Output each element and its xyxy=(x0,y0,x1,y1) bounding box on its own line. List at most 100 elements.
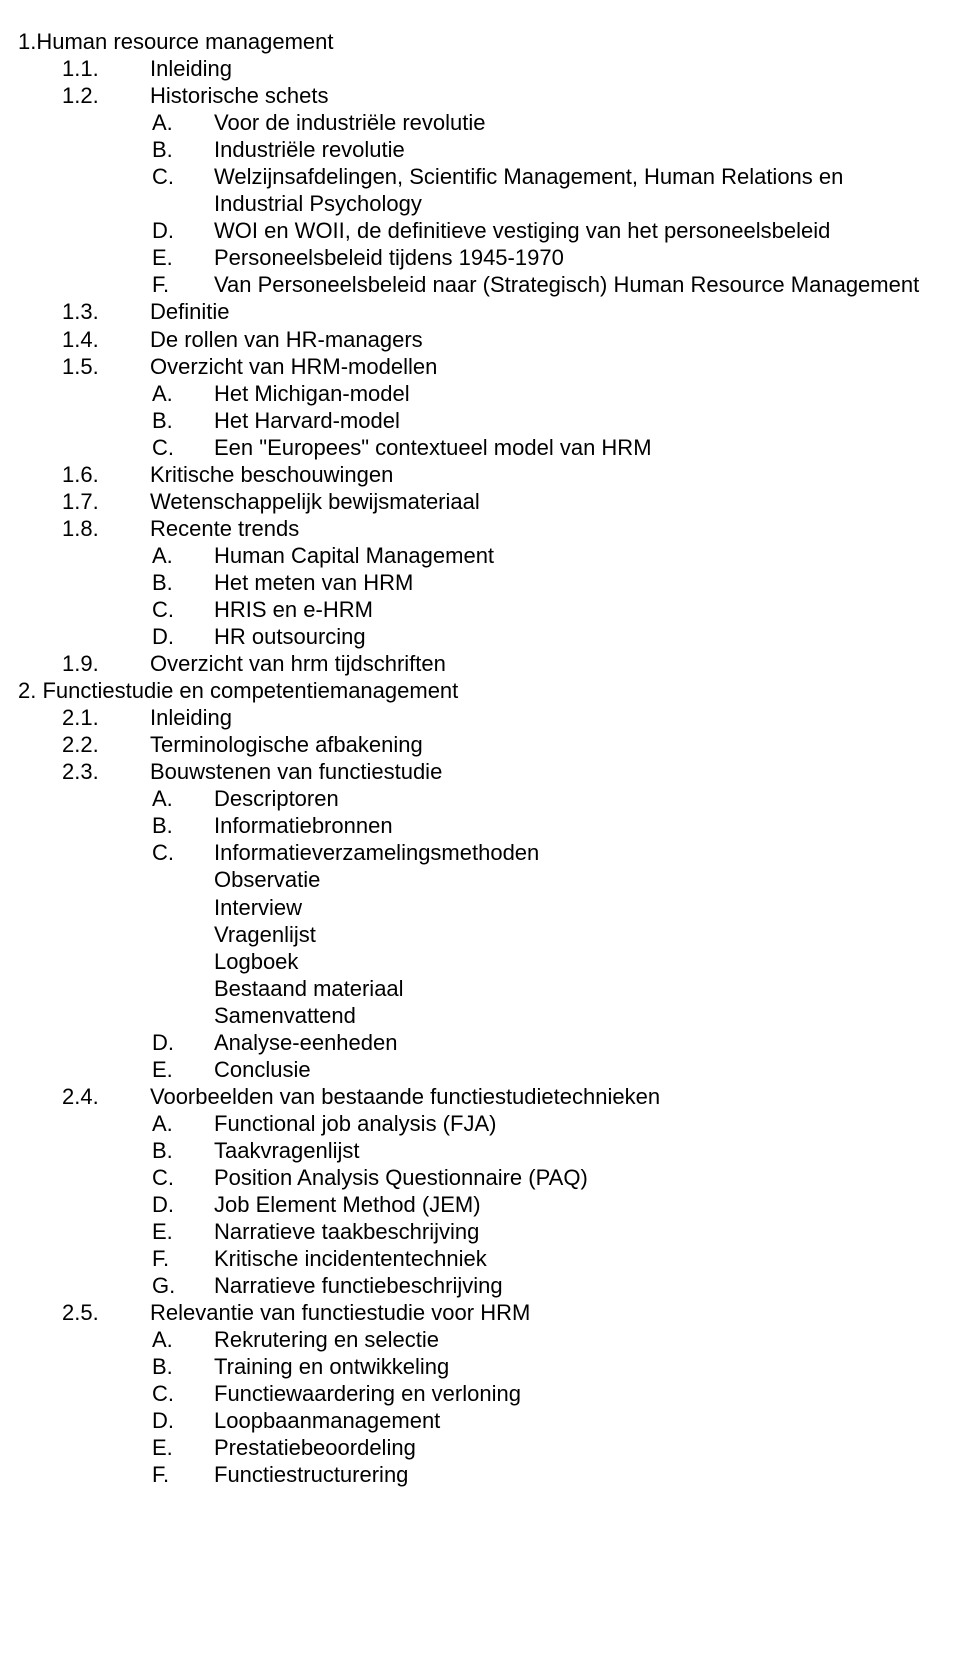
line-text: Bestaand materiaal xyxy=(214,976,404,1001)
line-text: Functiestudie en competentiemanagement xyxy=(42,678,458,703)
outline-line: A.Human Capital Management xyxy=(0,542,960,569)
line-text: Rekrutering en selectie xyxy=(214,1327,439,1352)
outline-line: D.Loopbaanmanagement xyxy=(0,1407,960,1434)
line-text: Informatieverzamelingsmethoden xyxy=(214,840,539,865)
outline-line: F.Functiestructurering xyxy=(0,1461,960,1488)
outline-line: B.Het Harvard-model xyxy=(0,407,960,434)
line-text: Personeelsbeleid tijdens 1945-1970 xyxy=(214,245,564,270)
line-text: Industrial Psychology xyxy=(214,191,422,216)
outline-line: D.Analyse-eenheden xyxy=(0,1029,960,1056)
line-label: B. xyxy=(152,407,214,434)
line-text: Narratieve functiebeschrijving xyxy=(214,1273,503,1298)
line-label: C. xyxy=(152,434,214,461)
line-label: 2.4. xyxy=(62,1083,150,1110)
line-label: E. xyxy=(152,1056,214,1083)
line-text: Terminologische afbakening xyxy=(150,732,423,757)
line-label: A. xyxy=(152,542,214,569)
line-text: Position Analysis Questionnaire (PAQ) xyxy=(214,1165,588,1190)
line-label: E. xyxy=(152,1218,214,1245)
line-text: Historische schets xyxy=(150,83,329,108)
line-label: 1.2. xyxy=(62,82,150,109)
line-label: B. xyxy=(152,136,214,163)
line-text: Descriptoren xyxy=(214,786,339,811)
outline-line: C.Een "Europees" contextueel model van H… xyxy=(0,434,960,461)
outline-document: 1.Human resource management1.1.Inleiding… xyxy=(0,28,960,1489)
line-label: 1.3. xyxy=(62,298,150,325)
line-text: Job Element Method (JEM) xyxy=(214,1192,481,1217)
outline-line: 1.7.Wetenschappelijk bewijsmateriaal xyxy=(0,488,960,515)
line-text: Functiestructurering xyxy=(214,1462,408,1487)
line-text: Overzicht van hrm tijdschriften xyxy=(150,651,446,676)
outline-line: 1.1.Inleiding xyxy=(0,55,960,82)
line-label: 2.1. xyxy=(62,704,150,731)
line-text: Bouwstenen van functiestudie xyxy=(150,759,442,784)
line-label: A. xyxy=(152,785,214,812)
line-label: A. xyxy=(152,1110,214,1137)
line-text: Prestatiebeoordeling xyxy=(214,1435,416,1460)
outline-line: D.Job Element Method (JEM) xyxy=(0,1191,960,1218)
outline-line: B.Industriële revolutie xyxy=(0,136,960,163)
line-label: E. xyxy=(152,1434,214,1461)
outline-line: 1.3.Definitie xyxy=(0,298,960,325)
outline-line: 2.1.Inleiding xyxy=(0,704,960,731)
line-label: 2.5. xyxy=(62,1299,150,1326)
line-label: B. xyxy=(152,569,214,596)
line-label: B. xyxy=(152,1353,214,1380)
line-text: HRIS en e-HRM xyxy=(214,597,373,622)
line-text: Van Personeelsbeleid naar (Strategisch) … xyxy=(214,272,919,297)
line-text: Het Harvard-model xyxy=(214,408,400,433)
outline-line: F.Van Personeelsbeleid naar (Strategisch… xyxy=(0,271,960,298)
line-text: Functional job analysis (FJA) xyxy=(214,1111,496,1136)
line-label: 1.6. xyxy=(62,461,150,488)
outline-line: Interview xyxy=(0,894,960,921)
outline-line: A.Descriptoren xyxy=(0,785,960,812)
line-text: Logboek xyxy=(214,949,298,974)
line-text: HR outsourcing xyxy=(214,624,366,649)
outline-line: Samenvattend xyxy=(0,1002,960,1029)
outline-line: B.Het meten van HRM xyxy=(0,569,960,596)
line-text: Observatie xyxy=(214,867,320,892)
outline-line: 1.9.Overzicht van hrm tijdschriften xyxy=(0,650,960,677)
outline-line: 1.4.De rollen van HR-managers xyxy=(0,326,960,353)
line-text: Analyse-eenheden xyxy=(214,1030,397,1055)
line-label: F. xyxy=(152,1461,214,1488)
outline-line: C.HRIS en e-HRM xyxy=(0,596,960,623)
line-label: 1.4. xyxy=(62,326,150,353)
outline-line: C.Functiewaardering en verloning xyxy=(0,1380,960,1407)
outline-line: A.Voor de industriële revolutie xyxy=(0,109,960,136)
line-text: Definitie xyxy=(150,299,229,324)
outline-line: E.Personeelsbeleid tijdens 1945-1970 xyxy=(0,244,960,271)
line-text: Voorbeelden van bestaande functiestudiet… xyxy=(150,1084,660,1109)
outline-line: E.Conclusie xyxy=(0,1056,960,1083)
line-text: Narratieve taakbeschrijving xyxy=(214,1219,479,1244)
outline-line: 2.5.Relevantie van functiestudie voor HR… xyxy=(0,1299,960,1326)
line-label: 1.5. xyxy=(62,353,150,380)
line-text: Het Michigan-model xyxy=(214,381,410,406)
line-text: Interview xyxy=(214,895,302,920)
line-label: C. xyxy=(152,1380,214,1407)
outline-line: A.Rekrutering en selectie xyxy=(0,1326,960,1353)
line-label: E. xyxy=(152,244,214,271)
line-label: G. xyxy=(152,1272,214,1299)
line-text: Functiewaardering en verloning xyxy=(214,1381,521,1406)
line-text: Recente trends xyxy=(150,516,299,541)
outline-line: 1.Human resource management xyxy=(0,28,960,55)
line-text: Kritische incidententechniek xyxy=(214,1246,487,1271)
line-label: 2. xyxy=(18,678,42,703)
outline-line: Logboek xyxy=(0,948,960,975)
outline-line: F.Kritische incidententechniek xyxy=(0,1245,960,1272)
line-label: A. xyxy=(152,380,214,407)
line-label: D. xyxy=(152,217,214,244)
line-label: C. xyxy=(152,839,214,866)
outline-line: 2.2.Terminologische afbakening xyxy=(0,731,960,758)
outline-line: A.Het Michigan-model xyxy=(0,380,960,407)
line-label: 1.1. xyxy=(62,55,150,82)
line-text: Voor de industriële revolutie xyxy=(214,110,486,135)
line-text: Samenvattend xyxy=(214,1003,356,1028)
line-label: D. xyxy=(152,1029,214,1056)
outline-line: 1.6.Kritische beschouwingen xyxy=(0,461,960,488)
line-text: Training en ontwikkeling xyxy=(214,1354,449,1379)
outline-line: 2.4.Voorbeelden van bestaande functiestu… xyxy=(0,1083,960,1110)
line-label: B. xyxy=(152,1137,214,1164)
outline-line: 1.2.Historische schets xyxy=(0,82,960,109)
